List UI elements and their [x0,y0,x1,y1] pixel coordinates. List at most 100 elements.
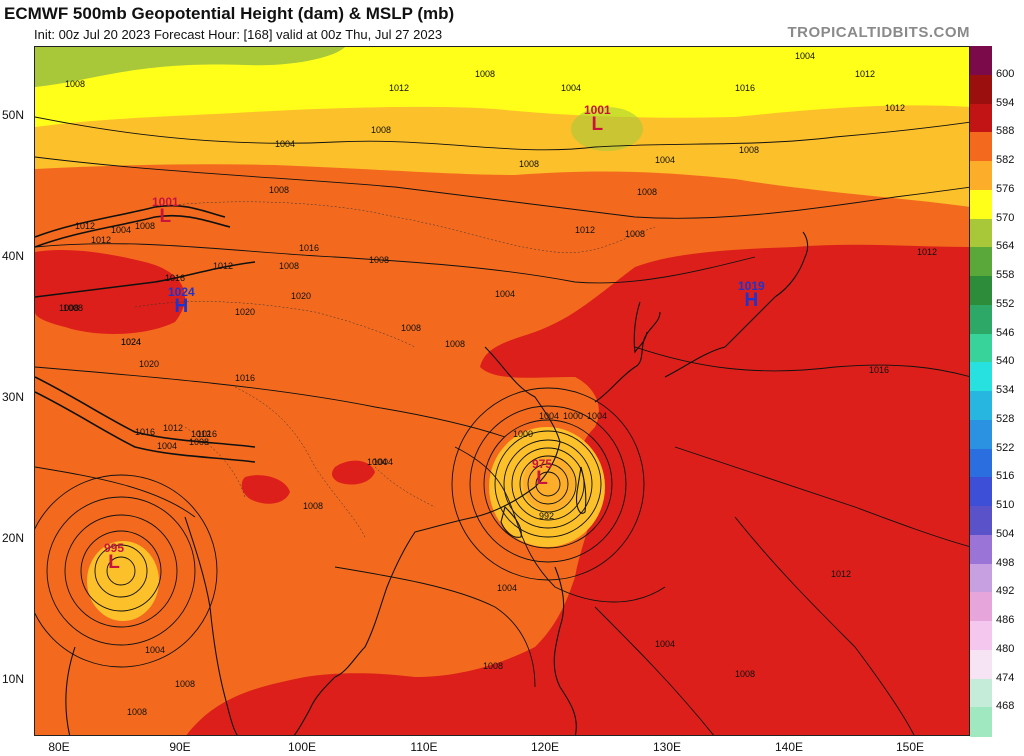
terrain-contours [35,204,256,463]
system-letter: L [591,114,604,135]
isobar-label: 1008 [371,125,391,135]
colorbar-segment [970,189,992,219]
high-pressure-marker: 1019 H [738,280,765,310]
colorbar-segment [970,678,992,708]
colorbar-label: 528 [996,412,1015,425]
typhoon-low-marker: 975 L [532,458,552,488]
isobar-label: 1008 [59,303,79,313]
colorbar-segment [970,276,992,306]
colorbar-segment [970,506,992,536]
colorbar-segment [970,103,992,133]
system-letter: H [744,290,759,311]
lat-label-30n: 30N [2,390,25,404]
lat-label-20n: 20N [2,531,25,545]
colorbar-segment [970,218,992,248]
isobar-label: 1012 [831,569,851,579]
isobar-label: 1004 [561,83,581,93]
isobar-label: 1012 [389,83,409,93]
isobar-label: 1008 [445,339,465,349]
lon-label-100e: 100E [287,740,317,754]
isobar-label: 1008 [637,187,657,197]
isobar-label: 1020 [139,359,159,369]
typhoon-eye [523,455,575,511]
band-588-594-west [35,250,185,334]
map-panel: 1004 1012 1008 1008 1012 1004 1008 1008 … [34,46,970,736]
lon-label-80e: 80E [48,740,70,754]
isobar-label: 1012 [917,247,937,257]
colorbar-segment [970,391,992,421]
colorbar-segment [970,161,992,191]
colorbar-label: 516 [996,470,1015,483]
isobar-label: 1012 [191,429,211,439]
typhoon-isobars [451,387,645,581]
isobar-label: 1008 [483,661,503,671]
bengal-isobars [35,474,218,668]
system-value: 1019 [738,279,765,293]
colorbar-label: 480 [996,642,1015,655]
system-value: 975 [532,457,553,471]
isobar-label: 1008 [135,221,155,231]
isobar-label: 1008 [127,707,147,717]
colorbar-segment [970,477,992,507]
isobar-label: 1004 [795,51,815,61]
isobar-label: 1004 [497,583,517,593]
system-value: 1001 [152,195,179,209]
isobar-label: 1008 [189,437,209,447]
colorbar-label: 534 [996,384,1015,396]
colorbar-label: 552 [996,297,1015,310]
system-letter: H [174,296,189,317]
isobar-label: 1004 [367,457,387,467]
isobar-label: 1000 [563,411,583,421]
low-pressure-marker: 1001 L [152,196,179,226]
system-letter: L [108,552,120,573]
colorbar-segment [970,534,992,564]
bengal-low-576 [87,541,159,621]
colorbar-label: 492 [996,585,1015,598]
isobar-label: 1008 [175,679,195,689]
isobars [35,116,969,735]
colorbar-label: 510 [996,499,1015,511]
colorbar-label: 558 [996,269,1015,281]
colorbar-segment [970,362,992,392]
colorbar-label: 576 [996,182,1015,195]
isobar-label: 1004 [145,645,165,655]
isobar-label: 1008 [475,69,495,79]
lon-label-140e: 140E [774,740,804,754]
colorbar-label: 594 [996,96,1015,109]
isobar-label: 1016 [735,83,755,93]
colorbar-segment [970,649,992,679]
isobar-label: 1024 [121,337,141,347]
isobar-label: 992 [539,511,554,521]
isobar-label: 1008 [625,229,645,239]
colorbar-segment [970,132,992,162]
isobar-label: 1016 [197,429,217,439]
lat-label-40n: 40N [2,249,25,263]
lon-label-110e: 110E [410,740,438,754]
isobar-label: 1004 [495,289,515,299]
isobar-label: 1008 [63,303,83,313]
colorbar-label: 468 [996,700,1015,713]
colorbar-segment [970,304,992,334]
isobar-label: 1004 [275,139,295,149]
isobar-label: 1012 [575,225,595,235]
colorbar-segment [970,419,992,449]
ne-low-570 [571,107,643,151]
map-subtitle: Init: 00z Jul 20 2023 Forecast Hour: [16… [34,27,443,42]
lon-label-90e: 90E [169,740,191,754]
band-564 [35,47,345,87]
isobar-label: 1000 [513,429,533,439]
colorbar-segment [970,448,992,478]
isobar-label-layer: 1004 1012 1008 1008 1012 1004 1008 1008 … [59,51,937,717]
isobar-label: 1004 [539,411,559,421]
colorbar-segment [970,592,992,622]
colorbar-label: 588 [996,125,1015,138]
colorbar-label: 504 [996,527,1015,540]
isobar-label: 1012 [885,103,905,113]
isobar-label: 1004 [111,225,131,235]
system-value: 1001 [584,103,611,117]
isobar-label: 1016 [165,273,185,283]
bengal-low-marker: 995 L [104,542,124,572]
isobar-label: 1008 [269,185,289,195]
isobar-label: 1016 [299,243,319,253]
map-title: ECMWF 500mb Geopotential Height (dam) & … [4,4,455,23]
